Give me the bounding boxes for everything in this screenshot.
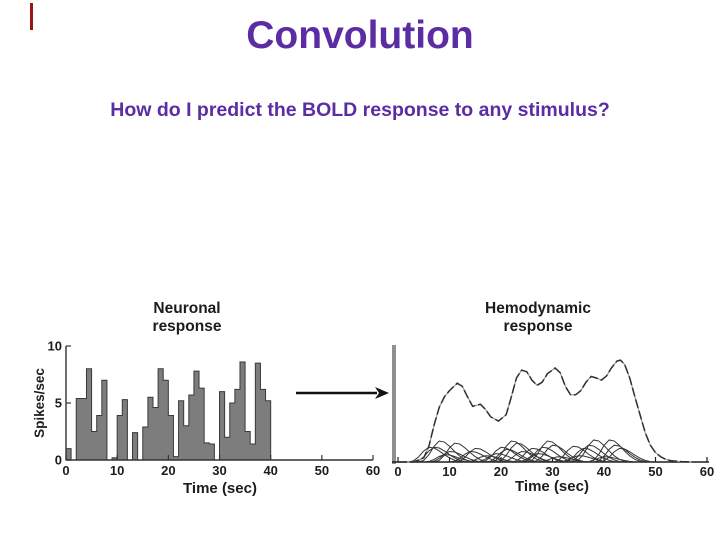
x-axis-label: Time (sec) [515, 478, 589, 495]
x-tick-label: 0 [394, 464, 401, 479]
right-arrow-icon [296, 387, 389, 399]
hrf-component-curve [567, 444, 625, 463]
hrf-component-curve [500, 450, 558, 463]
hrf-component-curve [428, 450, 486, 463]
hrf-component-curve [588, 439, 646, 463]
chart-title-line2: response [153, 318, 222, 335]
y-tick-label: 10 [48, 339, 62, 354]
hrf-component-curve [454, 447, 512, 463]
x-tick-label: 60 [700, 464, 714, 479]
x-axis-label: Time (sec) [183, 480, 257, 497]
spike-histogram [65, 361, 272, 461]
x-tick-label: 10 [110, 463, 124, 478]
hrf-component-curve [562, 447, 620, 463]
hrf-component-curve [557, 455, 615, 463]
hrf-component-curve [485, 448, 543, 463]
x-tick-label: 30 [212, 463, 226, 478]
hrf-component-curve [449, 450, 507, 463]
arrow-head [375, 387, 389, 399]
hrf-component-curve [433, 442, 491, 463]
x-tick-label: 10 [442, 464, 456, 479]
slide-subtitle: How do I predict the BOLD response to an… [110, 99, 610, 121]
bold-envelope-curve [398, 359, 692, 463]
hrf-component-curve [598, 447, 656, 463]
x-tick-label: 50 [315, 463, 329, 478]
bold-envelope-underlay [398, 359, 692, 463]
x-tick-label: 40 [263, 463, 277, 478]
x-tick-label: 20 [161, 463, 175, 478]
chart-title-line1: Hemodynamic [485, 300, 591, 317]
y-tick-label: 0 [55, 453, 62, 468]
y-tick-label: 5 [55, 396, 62, 411]
x-tick-label: 20 [494, 464, 508, 479]
y-axis-label: Spikes/sec [32, 368, 47, 438]
hrf-component-curve [593, 444, 651, 463]
x-tick-label: 50 [648, 464, 662, 479]
x-tick-label: 30 [545, 464, 559, 479]
red-accent-mark [30, 3, 33, 30]
slide-title: Convolution [246, 14, 474, 57]
chart-title-line2: response [504, 318, 573, 335]
x-tick-label: 60 [366, 463, 380, 478]
x-tick-label: 40 [597, 464, 611, 479]
x-tick-label: 0 [62, 463, 69, 478]
hrf-component-curve [495, 442, 553, 463]
chart-title-line1: Neuronal [153, 300, 220, 317]
